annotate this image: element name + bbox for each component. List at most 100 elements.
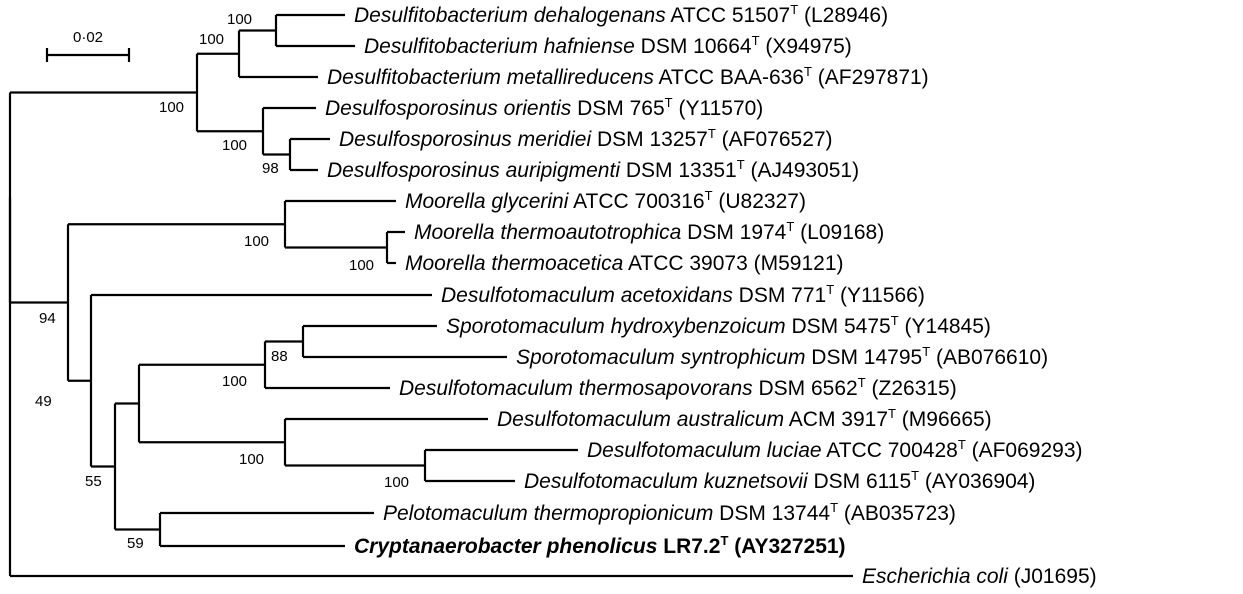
- taxon-name: Pelotomaculum thermopropionicum: [383, 502, 713, 525]
- type-strain-mark: T: [858, 375, 866, 390]
- taxon-name: Sporotomaculum hydroxybenzoicum: [446, 315, 786, 338]
- type-strain-mark: T: [891, 313, 899, 328]
- taxon-name: Desulfitobacterium hafniense: [364, 35, 635, 58]
- taxon-name: Moorella thermoautotrophica: [414, 221, 681, 244]
- taxon-name: Desulfotomaculum luciae: [587, 439, 822, 462]
- type-strain-mark: T: [804, 64, 812, 79]
- type-strain-mark: T: [888, 406, 896, 421]
- strain-id: ATCC 700428: [822, 439, 958, 462]
- strain-id: ATCC 700316: [568, 190, 704, 213]
- scale-bar: 0·02: [45, 29, 131, 62]
- taxon-label: Sporotomaculum hydroxybenzoicum DSM 5475…: [446, 313, 991, 338]
- accession: (AB035723): [838, 502, 956, 525]
- taxon-label: Sporotomaculum syntrophicum DSM 14795T (…: [516, 344, 1048, 369]
- taxon-label: Desulfotomaculum kuznetsovii DSM 6115T (…: [524, 468, 1035, 493]
- accession: (Y11566): [834, 284, 925, 307]
- taxon-label: Desulfotomaculum acetoxidans DSM 771T (Y…: [441, 282, 925, 307]
- bootstrap-value: 100: [222, 373, 247, 390]
- taxon-label: Moorella glycerini ATCC 700316T (U82327): [405, 188, 806, 213]
- strain-id: ATCC BAA-636: [654, 66, 804, 89]
- accession: (AJ493051): [745, 159, 859, 182]
- taxon-name: Desulfosporosinus auripigmenti: [327, 159, 621, 182]
- accession: (Y11570): [673, 97, 764, 120]
- accession: (L09168): [794, 221, 884, 244]
- strain-id: DSM 10664: [635, 35, 752, 58]
- taxon-name: Moorella glycerini: [405, 190, 570, 213]
- bootstrap-value: 94: [39, 310, 56, 327]
- accession: (J01695): [1008, 565, 1097, 588]
- taxon-label: Desulfotomaculum thermosapovorans DSM 65…: [399, 375, 957, 400]
- type-strain-mark: T: [720, 533, 728, 548]
- bootstrap-value: 100: [384, 474, 409, 491]
- strain-id: DSM 6562: [753, 377, 858, 400]
- bootstrap-value: 100: [239, 451, 264, 468]
- bootstrap-value: 59: [127, 535, 144, 552]
- taxon-name: Desulfotomaculum acetoxidans: [441, 284, 733, 307]
- strain-id: ATCC 39073: [623, 252, 748, 275]
- tree-branches: [8, 13, 853, 578]
- taxon-name: Sporotomaculum syntrophicum: [516, 346, 805, 369]
- accession: (AB076610): [930, 346, 1048, 369]
- taxon-name: Desulfotomaculum thermosapovorans: [399, 377, 753, 400]
- taxon-label: Desulfotomaculum australicum ACM 3917T (…: [497, 406, 992, 431]
- taxon-label: Pelotomaculum thermopropionicum DSM 1374…: [383, 500, 956, 525]
- accession: (Z26315): [866, 377, 957, 400]
- strain-id: DSM 765: [571, 97, 664, 120]
- taxon-name: Escherichia coli: [862, 565, 1009, 588]
- accession: (AF076527): [716, 128, 833, 151]
- bootstrap-value: 98: [262, 160, 279, 177]
- type-strain-mark: T: [790, 2, 798, 17]
- accession: (Y14845): [899, 315, 991, 338]
- taxon-label: Desulfosporosinus auripigmenti DSM 13351…: [327, 157, 859, 182]
- taxon-name: Desulfitobacterium metallireducens: [327, 66, 654, 89]
- taxon-name: Moorella thermoacetica: [405, 252, 623, 275]
- accession: (U82327): [713, 190, 806, 213]
- bootstrap-value: 100: [244, 233, 269, 250]
- bootstrap-value: 100: [222, 137, 247, 154]
- bootstrap-value: 88: [271, 348, 288, 365]
- accession: (M96665): [896, 408, 992, 431]
- type-strain-mark: T: [911, 468, 919, 483]
- taxon-name: Desulfotomaculum kuznetsovii: [524, 470, 809, 493]
- strain-id: DSM 5475: [786, 315, 891, 338]
- accession: (AF069293): [966, 439, 1083, 462]
- taxon-name: Desulfosporosinus orientis: [325, 97, 572, 120]
- strain-id: DSM 14795: [805, 346, 922, 369]
- scale-bar-label: 0·02: [73, 29, 103, 46]
- taxon-name: Desulfosporosinus meridiei: [339, 128, 592, 151]
- taxon-labels: Desulfitobacterium dehalogenans ATCC 515…: [325, 2, 1097, 588]
- strain-id: DSM 1974: [681, 221, 786, 244]
- strain-id: DSM 6115: [808, 470, 912, 493]
- bootstrap-value: 100: [199, 31, 224, 48]
- bootstrap-value: 100: [159, 99, 184, 116]
- strain-id: LR7.2: [657, 535, 720, 558]
- type-strain-mark: T: [958, 437, 966, 452]
- taxon-label: Cryptanaerobacter phenolicus LR7.2T (AY3…: [354, 533, 846, 558]
- strain-id: DSM 771: [733, 284, 826, 307]
- strain-id: ATCC 51507: [666, 4, 791, 27]
- type-strain-mark: T: [708, 126, 716, 141]
- taxon-name: Desulfotomaculum australicum: [497, 408, 784, 431]
- taxon-name: Cryptanaerobacter phenolicus: [354, 535, 657, 558]
- type-strain-mark: T: [665, 95, 673, 110]
- type-strain-mark: T: [752, 33, 760, 48]
- bootstrap-value: 100: [227, 11, 252, 28]
- type-strain-mark: T: [737, 157, 745, 172]
- accession: (L28946): [798, 4, 888, 27]
- type-strain-mark: T: [830, 500, 838, 515]
- accession: (M59121): [748, 252, 844, 275]
- accession: (AY327251): [728, 535, 845, 558]
- type-strain-mark: T: [922, 344, 930, 359]
- strain-id: DSM 13351: [620, 159, 737, 182]
- taxon-label: Desulfosporosinus orientis DSM 765T (Y11…: [325, 95, 763, 120]
- bootstrap-value: 49: [35, 393, 52, 410]
- taxon-label: Escherichia coli (J01695): [862, 565, 1097, 588]
- taxon-label: Moorella thermoacetica ATCC 39073 (M5912…: [405, 252, 844, 275]
- taxon-name: Desulfitobacterium dehalogenans: [354, 4, 666, 27]
- taxon-label: Desulfitobacterium hafniense DSM 10664T …: [364, 33, 852, 58]
- taxon-label: Desulfosporosinus meridiei DSM 13257T (A…: [339, 126, 833, 151]
- accession: (X94975): [760, 35, 852, 58]
- taxon-label: Desulfitobacterium metallireducens ATCC …: [327, 64, 929, 89]
- taxon-label: Desulfotomaculum luciae ATCC 700428T (AF…: [587, 437, 1083, 462]
